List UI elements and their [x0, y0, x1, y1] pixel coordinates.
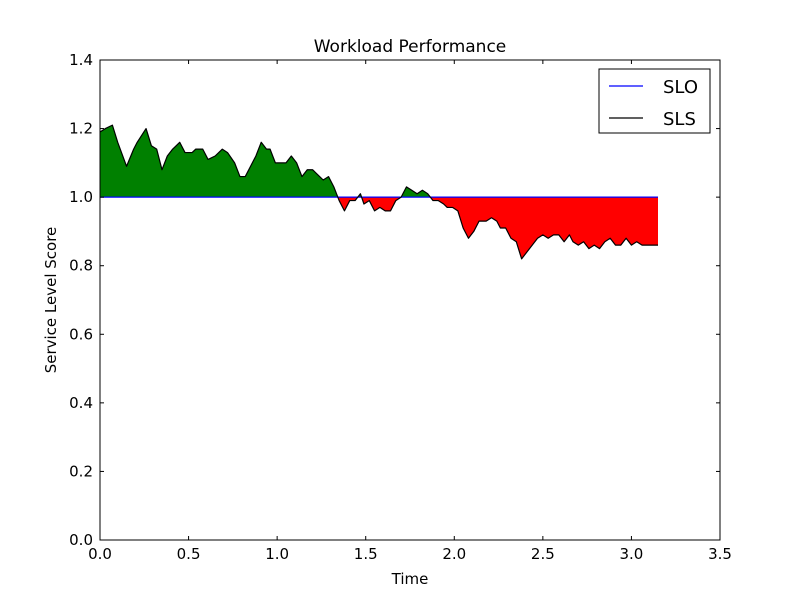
y-tick-label: 0.2	[69, 462, 93, 480]
x-tick-label: 2.5	[531, 545, 555, 563]
y-tick-label: 0.8	[69, 257, 93, 275]
plot-frame	[99, 59, 721, 541]
plot-area	[100, 60, 720, 540]
y-tick-label: 0.0	[69, 531, 93, 549]
legend-label-sls: SLS	[663, 109, 696, 130]
series-layer	[99, 124, 658, 260]
x-tick-label: 1.5	[354, 545, 378, 563]
fill-below-slo	[361, 197, 402, 211]
y-tick-label: 1.0	[69, 188, 93, 206]
x-tick-label: 1.0	[265, 545, 289, 563]
legend-box	[598, 68, 711, 134]
y-axis-label: Service Level Score	[42, 227, 60, 374]
legend-label-slo: SLO	[663, 77, 698, 98]
fill-below-slo	[430, 197, 658, 259]
x-tick-label: 0.5	[177, 545, 201, 563]
series-line-sls	[99, 124, 658, 260]
y-tick-label: 0.4	[69, 394, 93, 412]
x-tick-label: 3.0	[619, 545, 643, 563]
y-tick-label: 1.2	[69, 120, 93, 138]
y-axis: 0.0 0.2 0.4 0.6 0.8 1.0 1.2 1.4	[69, 51, 720, 549]
chart-title: Workload Performance	[314, 37, 507, 57]
fill-above-slo	[100, 125, 338, 198]
y-tick-label: 1.4	[69, 51, 93, 69]
x-tick-label: 2.0	[442, 545, 466, 563]
y-tick-label: 0.6	[69, 325, 93, 343]
x-axis: 0.0 0.5 1.0 1.5 2.0 2.5 3.0 3.5	[88, 60, 732, 563]
x-axis-label: Time	[391, 570, 429, 588]
x-tick-label: 0.0	[88, 545, 112, 563]
fill-layer	[100, 125, 658, 259]
fill-above-slo	[401, 186, 431, 198]
legend: SLO SLS	[598, 68, 711, 134]
x-tick-label: 3.5	[708, 545, 732, 563]
